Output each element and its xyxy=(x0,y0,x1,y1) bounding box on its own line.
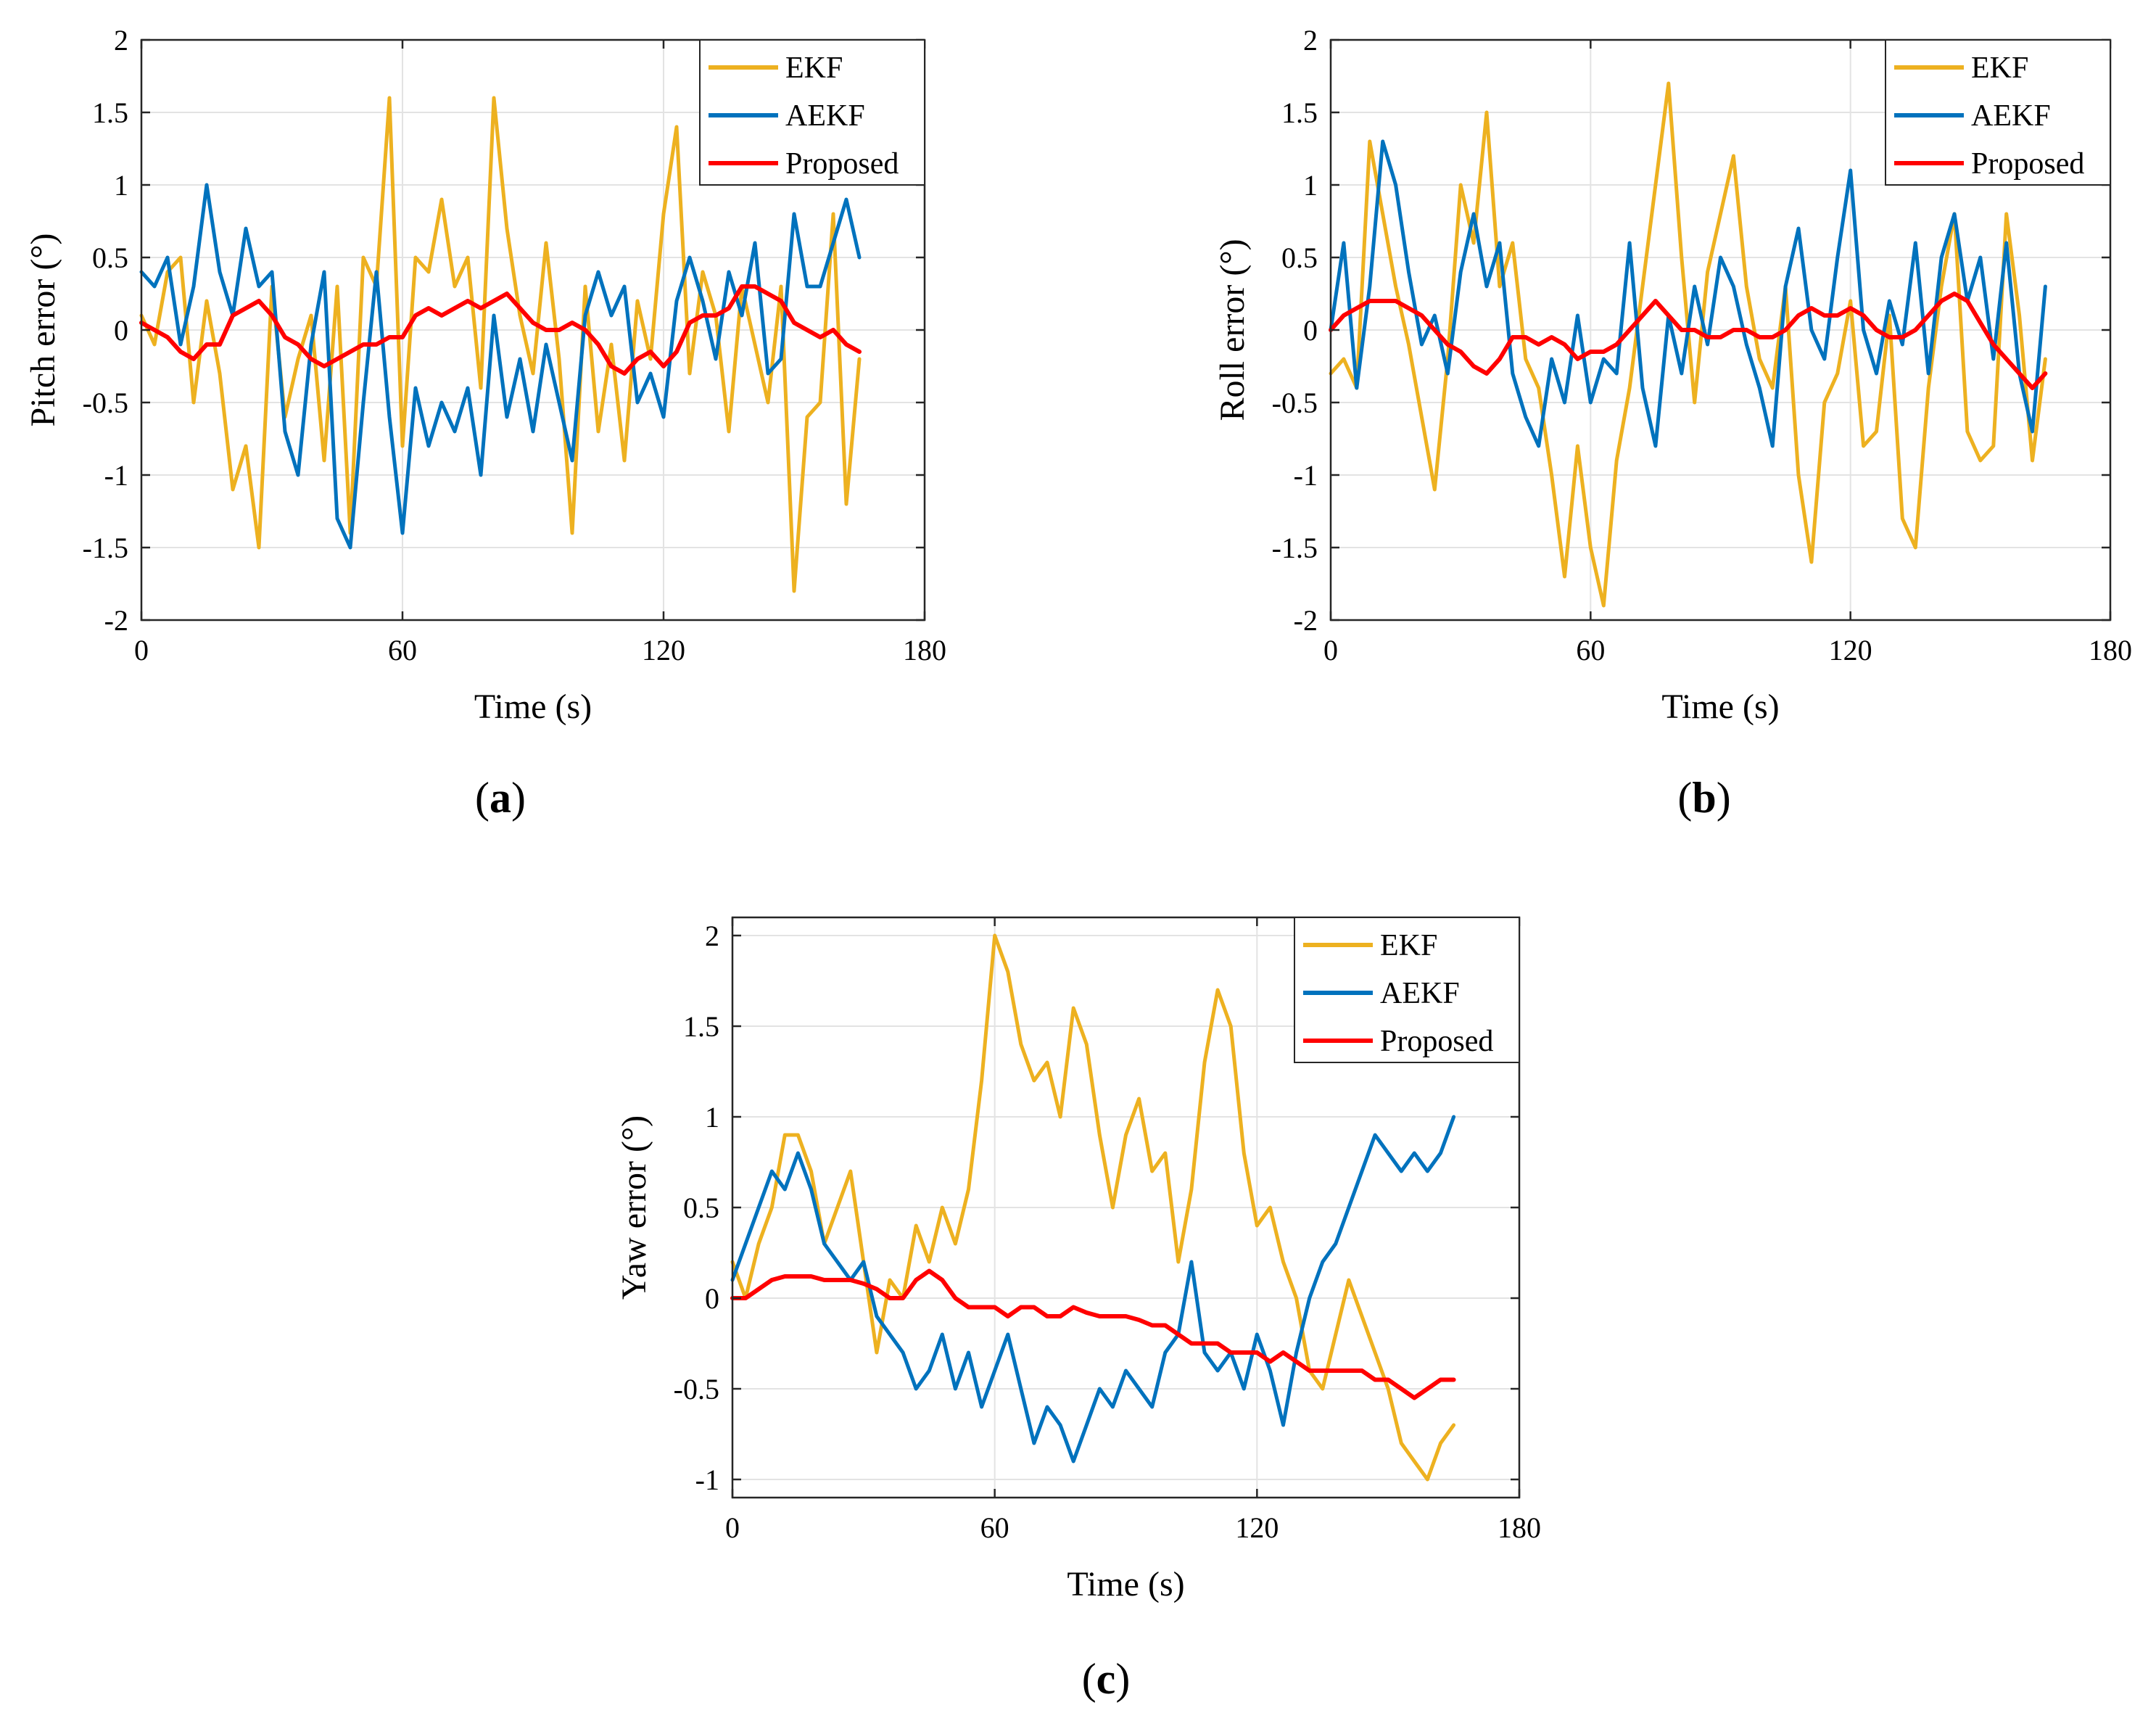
x-tick-label: 180 xyxy=(903,634,946,666)
y-tick-label: 0.5 xyxy=(683,1192,719,1224)
y-tick-label: 2 xyxy=(114,24,128,57)
x-tick-label: 180 xyxy=(2089,634,2132,666)
y-tick-label: -2 xyxy=(1294,604,1318,637)
y-tick-label: -1.5 xyxy=(1272,532,1318,564)
x-tick-label: 60 xyxy=(388,634,417,666)
x-tick-label: 0 xyxy=(1323,634,1338,666)
legend-label: EKF xyxy=(785,51,843,85)
y-axis-label: Pitch error (°) xyxy=(24,233,62,426)
x-tick-label: 0 xyxy=(134,634,149,666)
legend-label: Proposed xyxy=(1971,147,2084,181)
x-axis-label: Time (s) xyxy=(474,688,592,726)
y-tick-label: 2 xyxy=(1303,24,1318,57)
caption-letter: a xyxy=(490,774,511,822)
y-tick-label: -1 xyxy=(104,459,128,492)
x-axis-label: Time (s) xyxy=(1661,688,1779,726)
legend-label: EKF xyxy=(1380,929,1437,962)
caption-close: ) xyxy=(1717,774,1731,822)
caption-letter: b xyxy=(1692,774,1716,822)
y-tick-label: -1.5 xyxy=(83,532,128,564)
x-tick-label: 120 xyxy=(642,634,685,666)
x-tick-label: 60 xyxy=(1576,634,1605,666)
caption-open: ( xyxy=(1082,1655,1096,1703)
y-tick-label: -1 xyxy=(695,1463,719,1496)
x-tick-label: 60 xyxy=(980,1511,1009,1544)
y-tick-label: 1.5 xyxy=(1281,96,1318,129)
series-line-proposed xyxy=(139,284,862,376)
y-tick-label: 2 xyxy=(705,920,719,952)
panel-c: 0 60 120 180 -1 -0.5 0 0.5 1 1.5 2 Time (s) Yaw erro… xyxy=(615,916,1541,1703)
y-tick-label: 0 xyxy=(114,314,128,347)
panel-caption: (c) xyxy=(1082,1655,1131,1703)
series-line-aekf xyxy=(139,183,862,550)
legend-label: AEKF xyxy=(1380,977,1460,1010)
legend-label: Proposed xyxy=(785,147,899,181)
y-tick-label: 1.5 xyxy=(683,1010,719,1043)
panel-a: 0 60 120 180 -2 -1.5 -1 -0.5 0 0.5 1 1.5 2 Time (s) Pi… xyxy=(24,24,946,822)
y-tick-label: -1 xyxy=(1294,459,1318,492)
x-tick-label: 120 xyxy=(1829,634,1872,666)
legend-box xyxy=(1294,917,1520,1063)
panel-caption: (b) xyxy=(1677,774,1730,822)
legend-box xyxy=(699,39,925,186)
y-axis-label: Roll error (°) xyxy=(1213,239,1252,421)
y-axis-label: Yaw error (°) xyxy=(615,1115,653,1300)
caption-close: ) xyxy=(511,774,526,822)
series-line-ekf xyxy=(730,933,1456,1482)
y-tick-label: 0 xyxy=(705,1282,719,1315)
series-line-proposed xyxy=(1329,292,2048,390)
y-tick-label: -0.5 xyxy=(674,1373,719,1405)
y-tick-label: 0 xyxy=(1303,314,1318,347)
caption-letter: c xyxy=(1096,1655,1116,1703)
y-tick-label: 0.5 xyxy=(92,241,128,274)
x-tick-label: 0 xyxy=(725,1511,740,1544)
y-tick-label: 0.5 xyxy=(1281,241,1318,274)
y-tick-label: 1.5 xyxy=(92,96,128,129)
legend-label: AEKF xyxy=(785,99,865,133)
caption-open: ( xyxy=(1677,774,1692,822)
caption-open: ( xyxy=(475,774,490,822)
y-tick-label: -0.5 xyxy=(1272,387,1318,419)
y-tick-label: 1 xyxy=(114,169,128,202)
panel-b: 0 60 120 180 -2 -1.5 -1 -0.5 0 0.5 1 1.5 2 Time (s) Ro… xyxy=(1213,24,2132,822)
panel-caption: (a) xyxy=(475,774,526,822)
x-tick-label: 120 xyxy=(1235,1511,1279,1544)
y-tick-label: -0.5 xyxy=(83,387,128,419)
series-line-aekf xyxy=(730,1115,1456,1463)
y-tick-label: -2 xyxy=(104,604,128,637)
x-axis-label: Time (s) xyxy=(1067,1565,1184,1603)
legend-label: AEKF xyxy=(1971,99,2051,133)
series-line-proposed xyxy=(730,1268,1456,1400)
legend-label: EKF xyxy=(1971,51,2028,85)
legend-box xyxy=(1885,39,2111,186)
x-tick-label: 180 xyxy=(1498,1511,1541,1544)
legend-label: Proposed xyxy=(1380,1025,1493,1058)
caption-close: ) xyxy=(1115,1655,1130,1703)
y-tick-label: 1 xyxy=(1303,169,1318,202)
y-tick-label: 1 xyxy=(705,1101,719,1134)
